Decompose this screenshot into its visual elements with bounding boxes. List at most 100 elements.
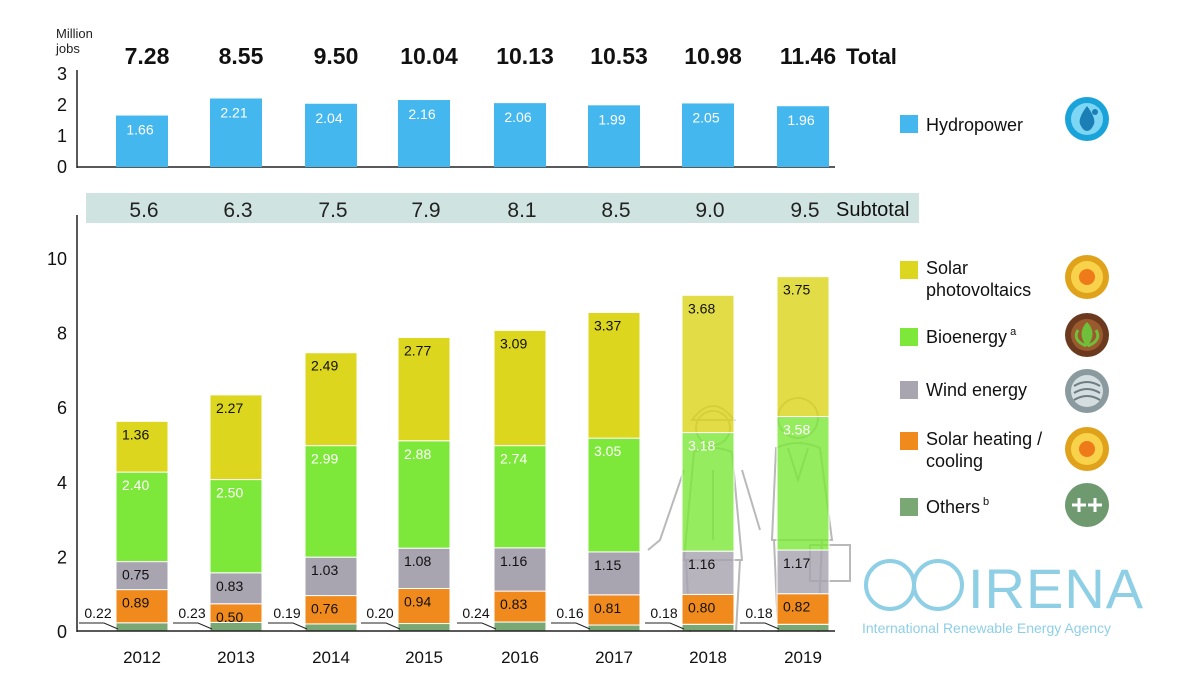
legend-swatch — [900, 381, 918, 399]
segment-value-label-bio: 3.05 — [594, 443, 621, 459]
hydro-y-tick-label: 2 — [57, 95, 67, 115]
segment-value-label-bio: 3.58 — [783, 422, 810, 438]
hydro-bar-label: 2.04 — [315, 110, 342, 126]
segment-value-label-pv: 1.36 — [122, 426, 149, 442]
segment-value-label-wind: 1.16 — [500, 553, 527, 569]
legend-label-line2: photovoltaics — [926, 280, 1031, 300]
subtotal-value: 9.0 — [695, 199, 724, 222]
bar-segment-pv — [115, 420, 169, 473]
segment-value-label-heating: 0.89 — [122, 595, 149, 611]
others-leader-line — [79, 622, 119, 630]
others-value-label: 0.18 — [745, 605, 772, 621]
segment-value-label-pv: 2.27 — [216, 400, 243, 416]
unit-label-line1: Million — [56, 26, 93, 41]
bar-segment-heating — [587, 594, 641, 626]
subtotal-band: 5.6 6.3 7.5 7.9 8.1 8.5 9.0 9.5 Subtotal — [86, 193, 919, 223]
bar-segment-pv — [209, 394, 263, 481]
segment-value-label-wind: 1.03 — [311, 562, 338, 578]
segment-value-label-pv: 3.75 — [783, 282, 810, 298]
segment-value-label-pv: 3.09 — [500, 335, 527, 351]
x-tick-label: 2014 — [312, 648, 350, 667]
sun-icon-heating — [1065, 427, 1109, 471]
wind-icon — [1065, 369, 1109, 413]
x-tick-label: 2012 — [123, 648, 161, 667]
total-value: 11.46 — [780, 43, 836, 69]
total-value: 10.04 — [400, 43, 458, 69]
unit-label-line2: jobs — [55, 41, 80, 56]
hydro-bar-label: 2.21 — [220, 104, 247, 120]
bar-segment-wind — [776, 549, 830, 595]
leaf-icon — [1065, 313, 1109, 357]
segment-value-label-heating: 0.76 — [311, 601, 338, 617]
segment-value-label-pv: 3.68 — [688, 300, 715, 316]
legend-label-hydropower: Hydropower — [926, 115, 1023, 135]
bar-segment-heating — [115, 589, 169, 624]
subtotal-value: 7.9 — [411, 199, 440, 222]
bar-segment-heating — [304, 595, 358, 625]
legend-label-line1: Solar — [926, 258, 968, 278]
segment-value-label-heating: 0.94 — [404, 593, 431, 609]
segment-value-label-heating: 0.82 — [783, 599, 810, 615]
bar-segment-others — [397, 623, 451, 632]
subtotal-value: 8.1 — [507, 199, 536, 222]
bar-segment-wind — [304, 556, 358, 597]
hydro-y-tick-label: 3 — [57, 64, 67, 84]
bar-segment-wind — [209, 572, 263, 605]
bar-segment-bio — [304, 445, 358, 558]
irena-globe-icon — [864, 559, 964, 611]
total-value: 10.98 — [684, 43, 742, 69]
total-value: 9.50 — [314, 43, 359, 69]
total-label: Total — [846, 44, 897, 69]
hydro-bar — [116, 115, 168, 167]
sun-icon-pv — [1065, 255, 1109, 299]
others-value-label: 0.22 — [84, 605, 111, 621]
segment-value-label-bio: 3.18 — [688, 438, 715, 454]
legend-swatch — [900, 261, 918, 279]
segment-value-label-heating: 0.83 — [500, 596, 527, 612]
others-value-label: 0.18 — [650, 605, 677, 621]
others-leader-line — [551, 622, 591, 630]
subtotal-value: 7.5 — [318, 199, 347, 222]
x-tick-label: 2016 — [501, 648, 539, 667]
subtotal-value: 5.6 — [129, 199, 158, 222]
others-leader-line — [645, 622, 685, 630]
main-y-tick-label: 0 — [57, 622, 67, 642]
subtotal-value: 6.3 — [223, 199, 252, 222]
x-tick-label: 2019 — [784, 648, 822, 667]
segment-value-label-pv: 2.49 — [311, 358, 338, 374]
total-value: 10.53 — [590, 43, 648, 69]
bar-segment-heating — [493, 590, 547, 623]
segment-value-label-bio: 2.40 — [122, 477, 149, 493]
hydro-bar — [588, 105, 640, 167]
legend-item-hydropower: Hydropower — [900, 97, 1109, 141]
others-value-label: 0.20 — [366, 605, 393, 621]
main-y-tick-label: 4 — [57, 473, 67, 493]
segment-value-label-pv: 2.77 — [404, 342, 431, 358]
segment-value-label-heating: 0.50 — [216, 609, 243, 625]
bar-segment-others — [115, 622, 169, 632]
bar-segment-others — [493, 621, 547, 632]
irena-tagline: International Renewable Energy Agency — [862, 620, 1111, 636]
others-leader-line — [268, 622, 308, 630]
segment-value-label-bio: 2.88 — [404, 446, 431, 462]
segment-value-label-wind: 1.16 — [688, 556, 715, 572]
main-stacked-panel: 0 2 4 6 8 10 0.89 0.75 2.40 1.36 0.50 0.83 2.50 2.27… — [47, 215, 851, 667]
hydro-bar — [210, 98, 262, 167]
bar-segment-wind — [493, 547, 547, 592]
water-drop-icon — [1065, 97, 1109, 141]
plus-icon — [1065, 483, 1109, 527]
others-leader-line — [457, 622, 497, 630]
legend-item-heating: Solar heating /cooling — [900, 429, 1042, 471]
segment-value-label-heating: 0.81 — [594, 600, 621, 616]
legend-swatch — [900, 498, 918, 516]
bar-segment-bio — [776, 416, 830, 551]
bar-segment-wind — [587, 551, 641, 596]
x-tick-label: 2017 — [595, 648, 633, 667]
bar-segment-pv — [681, 294, 735, 434]
hydro-bar-label: 2.16 — [408, 106, 435, 122]
legend-label-line2: cooling — [926, 451, 983, 471]
legend-swatch — [900, 328, 918, 346]
legend-label: Others b — [926, 496, 989, 517]
main-y-tick-label: 8 — [57, 324, 67, 344]
